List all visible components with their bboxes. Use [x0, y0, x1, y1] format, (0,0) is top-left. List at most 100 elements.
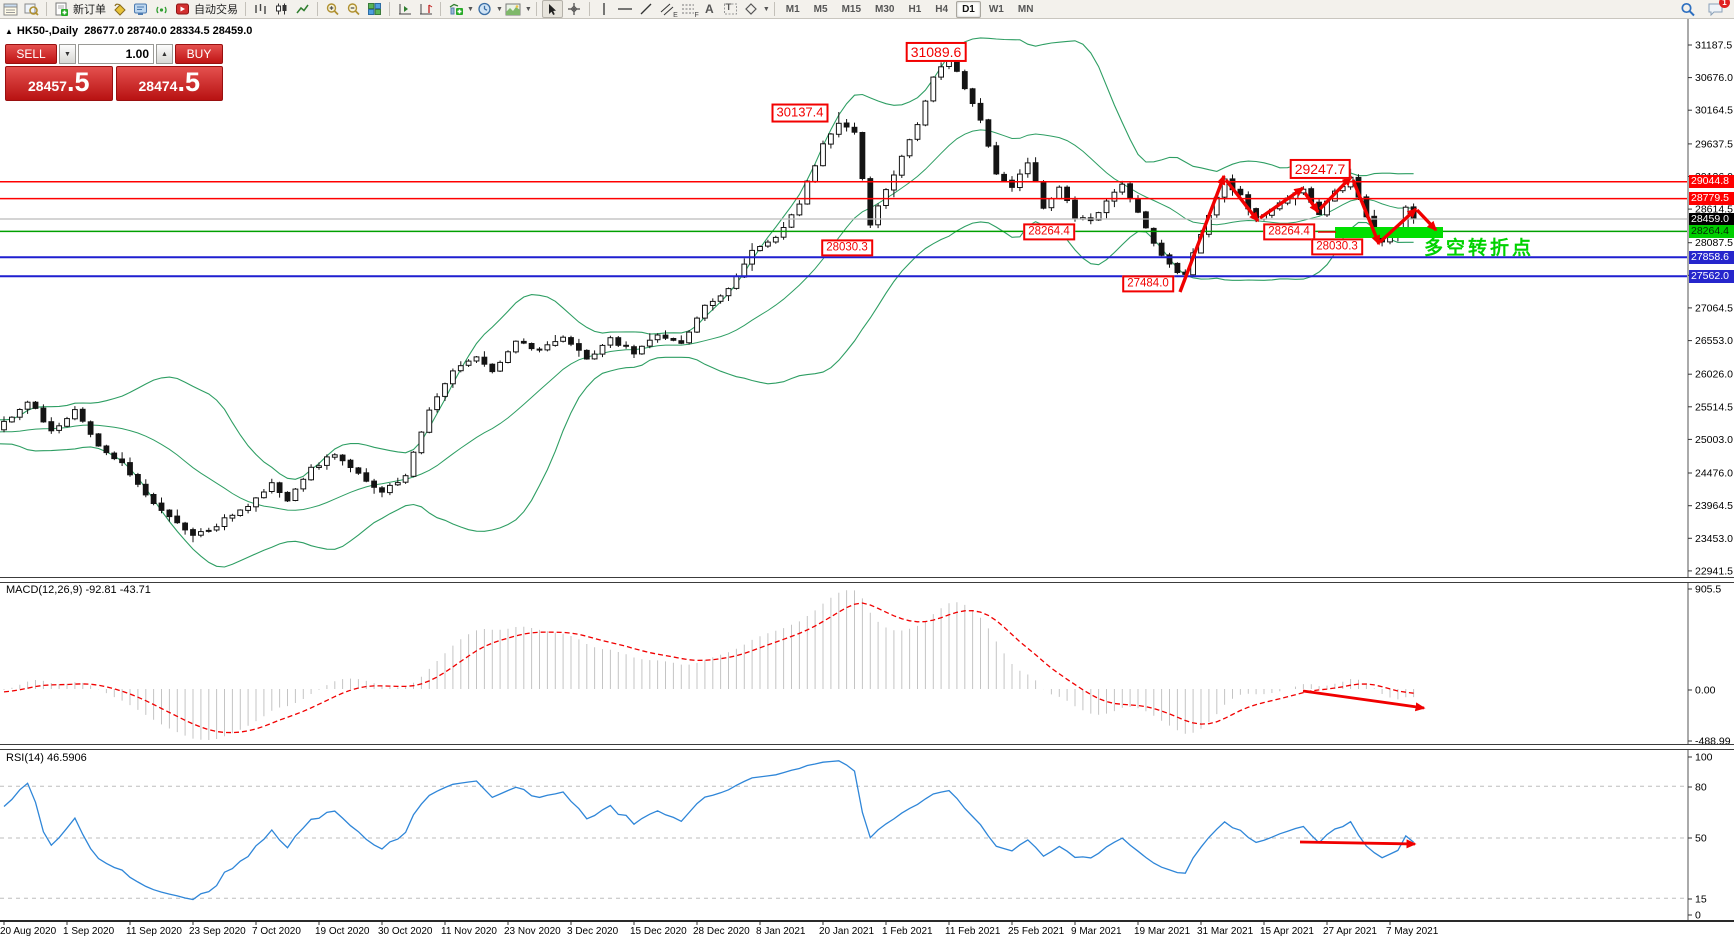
chat-icon[interactable]: 1	[1706, 0, 1730, 17]
price-annotation-label[interactable]: 29247.7	[1289, 158, 1351, 180]
trend-arrow[interactable]	[1259, 186, 1305, 220]
rsi-panel[interactable]	[0, 760, 1687, 901]
trendline-tool-icon[interactable]	[637, 1, 656, 17]
shapes-dropdown-caret[interactable]: ▼	[762, 5, 770, 13]
volume-down-button[interactable]: ▼	[59, 44, 76, 64]
candle-wicks	[3, 51, 1415, 543]
toolbar-right-group: 1	[1677, 0, 1730, 18]
price-tick-label: 30164.5	[1695, 105, 1733, 117]
toolbar-separator	[773, 2, 775, 16]
buy-button[interactable]: BUY	[175, 44, 223, 64]
sell-price-main: 28457	[28, 78, 67, 94]
tile-windows-icon[interactable]	[365, 1, 384, 17]
trend-arrow[interactable]	[1318, 175, 1353, 211]
autoscroll-icon[interactable]	[395, 1, 414, 17]
date-axis[interactable]: 20 Aug 2020 1 Sep 2020 11 Sep 2020 23 Sep 2…	[0, 920, 1439, 937]
chart-candles-icon[interactable]	[272, 1, 291, 17]
main-macd-splitter[interactable]	[0, 577, 1734, 583]
price-tick-label: 29637.5	[1695, 138, 1733, 150]
macd-panel[interactable]	[3, 590, 1426, 740]
chart-line-icon[interactable]	[293, 1, 312, 17]
indicator-curve	[3, 760, 1415, 901]
date-tick-label: 27 Apr 2021	[1323, 926, 1377, 937]
buy-price-button[interactable]: 28474.5	[115, 66, 223, 101]
trend-arrow[interactable]	[1378, 207, 1418, 244]
vertical-line-tool-icon[interactable]	[595, 1, 614, 17]
rsi-tick-label: 15	[1695, 894, 1707, 906]
signals-icon[interactable]	[152, 1, 171, 17]
sell-price-button[interactable]: 28457.5	[5, 66, 113, 101]
text-tool-icon[interactable]: A	[704, 2, 714, 16]
timeframe-m30[interactable]: M30	[875, 3, 895, 15]
fibonacci-tool-icon[interactable]: F	[679, 1, 699, 19]
macd-rsi-splitter[interactable]	[0, 744, 1734, 750]
chart-bars-icon[interactable]	[251, 1, 270, 17]
date-tick-label: 23 Nov 2020	[504, 926, 561, 937]
chart-window-icon[interactable]	[1, 1, 20, 17]
trend-arrow[interactable]	[1178, 174, 1226, 293]
price-annotation-label[interactable]: 28264.4	[1023, 223, 1075, 241]
shapes-tool-icon[interactable]	[742, 1, 761, 17]
volume-input[interactable]: 1.00	[78, 44, 154, 64]
zoom-in-icon[interactable]	[323, 1, 342, 17]
template-dropdown-caret[interactable]: ▼	[524, 5, 532, 13]
price-tick-label: 25003.0	[1695, 434, 1733, 446]
terminal-icon[interactable]	[131, 1, 150, 17]
indicator-curve	[3, 602, 1414, 734]
cursor-tool-icon[interactable]	[541, 0, 563, 18]
zoom-window-icon[interactable]	[22, 1, 41, 17]
timeframe-m15[interactable]: M15	[841, 3, 862, 15]
timeframe-m5[interactable]: M5	[813, 3, 828, 15]
date-tick-label: 7 Oct 2020	[252, 926, 301, 937]
timeframe-h1[interactable]: H1	[908, 3, 922, 15]
indicator-curve	[0, 37, 1414, 480]
chart-shift-icon[interactable]	[416, 1, 435, 17]
price-annotation-label[interactable]: 27484.0	[1122, 275, 1174, 293]
date-tick-label: 15 Dec 2020	[630, 926, 687, 937]
autotrading-icon[interactable]	[173, 1, 192, 17]
period-clock-icon[interactable]	[475, 1, 494, 17]
zoom-out-icon[interactable]	[344, 1, 363, 17]
date-tick-label: 11 Feb 2021	[945, 926, 1001, 937]
label-tool-icon[interactable]: T	[721, 1, 740, 17]
turning-point-annotation[interactable]: 多空转折点	[1424, 238, 1535, 259]
new-order-button[interactable]: 新订单	[73, 4, 106, 16]
timeframe-d1[interactable]: D1	[956, 0, 981, 18]
trend-arrow[interactable]	[1303, 192, 1320, 214]
trend-arrow[interactable]	[1415, 208, 1438, 232]
price-annotation-label[interactable]: 28264.4	[1263, 223, 1315, 241]
timeframe-w1[interactable]: W1	[988, 3, 1004, 15]
autotrading-button[interactable]: 自动交易	[194, 4, 238, 16]
template-icon[interactable]	[504, 1, 523, 17]
price-annotation-label[interactable]: 30137.4	[771, 103, 829, 123]
macd-trend-arrow[interactable]	[1302, 689, 1426, 712]
indicators-add-icon[interactable]	[446, 1, 465, 17]
sell-button[interactable]: SELL	[5, 44, 57, 64]
price-axis-badge: 28264.4	[1689, 224, 1734, 238]
price-axis[interactable]: 31187.530676.030164.529637.529126.028614…	[1687, 18, 1734, 922]
price-annotation-label[interactable]: 28030.3	[821, 239, 873, 257]
collapse-arrow-icon[interactable]: ▲	[5, 27, 13, 36]
channel-tool-icon[interactable]: E	[658, 1, 678, 19]
price-axis-badge: 28779.5	[1689, 192, 1734, 206]
price-annotation-label[interactable]: 28030.3	[1311, 238, 1363, 256]
macd-histogram	[3, 590, 1415, 740]
trend-arrow[interactable]	[1351, 179, 1381, 246]
date-tick-label: 8 Jan 2021	[756, 926, 806, 937]
search-icon[interactable]	[1678, 1, 1697, 17]
new-order-icon[interactable]	[52, 1, 71, 17]
timeframe-m1[interactable]: M1	[785, 3, 800, 15]
crosshair-tool-icon[interactable]	[565, 1, 584, 17]
timeframe-mn[interactable]: MN	[1017, 3, 1034, 15]
rsi-trend-arrow[interactable]	[1299, 839, 1417, 849]
indicators-dropdown-caret[interactable]: ▼	[467, 5, 474, 13]
horizontal-line-tool-icon[interactable]	[616, 1, 635, 17]
price-annotation-label[interactable]: 31089.6	[905, 41, 967, 63]
styles-bucket-icon[interactable]	[110, 1, 129, 17]
trend-arrow[interactable]	[1224, 178, 1260, 223]
period-dropdown-caret[interactable]: ▼	[495, 5, 503, 13]
main-chart-panel[interactable]	[0, 37, 1687, 568]
timeframe-h4[interactable]: H4	[935, 3, 949, 15]
volume-up-button[interactable]: ▲	[156, 44, 173, 64]
